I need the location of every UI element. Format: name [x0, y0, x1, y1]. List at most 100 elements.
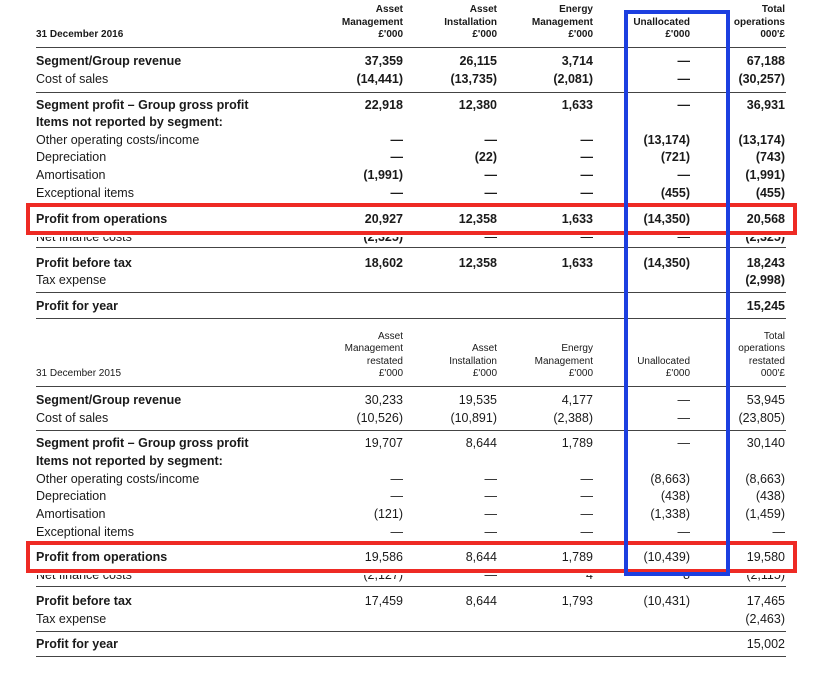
- cell-value: 12,358: [458, 256, 497, 270]
- rule: [36, 47, 786, 48]
- cell-value: (14,350): [643, 212, 690, 226]
- row-label: Cost of sales: [36, 72, 109, 86]
- column-header: Installation: [444, 16, 497, 28]
- cell-value: (2,998): [745, 273, 785, 287]
- rule: [36, 631, 786, 632]
- row-label: Tax expense: [36, 273, 107, 287]
- column-header: £'000: [568, 29, 593, 40]
- cell-value: —: [580, 168, 594, 182]
- cell-value: —: [677, 525, 691, 539]
- column-header: £'000: [378, 29, 403, 40]
- rule: [36, 656, 786, 657]
- cell-value: (743): [755, 150, 785, 164]
- cell-value: 30,140: [746, 436, 785, 450]
- cell-value: —: [484, 507, 498, 521]
- cell-value: —: [580, 525, 594, 539]
- cell-value: —: [484, 472, 498, 486]
- row-label: Amortisation: [36, 507, 106, 521]
- cell-value: (2,388): [553, 411, 593, 425]
- column-header: £'000: [472, 29, 497, 40]
- row-label: Exceptional items: [36, 186, 134, 200]
- row-label: Profit before tax: [36, 256, 132, 270]
- column-header: Energy: [559, 4, 593, 15]
- column-header: £'000: [665, 368, 690, 379]
- cell-value: —: [580, 489, 594, 503]
- cell-value: —: [390, 133, 404, 147]
- highlight-box: [26, 203, 797, 235]
- cell-value: 19,580: [746, 550, 785, 564]
- cell-value: 19,586: [364, 550, 403, 564]
- row-label: Segment profit – Group gross profit: [36, 98, 249, 112]
- cell-value: —: [484, 186, 498, 200]
- cell-value: 18,602: [364, 256, 403, 270]
- cell-value: —: [390, 186, 404, 200]
- cell-value: (721): [660, 150, 690, 164]
- column-header: operations: [738, 343, 785, 354]
- cell-value: —: [390, 489, 404, 503]
- column-header: £'000: [568, 368, 593, 379]
- cell-value: —: [772, 525, 786, 539]
- rule: [36, 92, 786, 93]
- column-header: operations: [733, 16, 785, 28]
- cell-value: (455): [660, 186, 690, 200]
- cell-value: 4: [586, 568, 593, 582]
- column-header: Total: [761, 4, 785, 15]
- cell-value: (8,663): [745, 472, 785, 486]
- highlight-box: [26, 541, 797, 573]
- column-header: restated: [366, 355, 403, 367]
- cell-value: 1,633: [561, 256, 593, 270]
- cell-value: (14,350): [643, 256, 690, 270]
- row-label: Items not reported by segment:: [36, 115, 223, 129]
- cell-value: —: [580, 133, 594, 147]
- row-label: Profit for year: [36, 637, 118, 651]
- row-label: Items not reported by segment:: [36, 454, 223, 468]
- rule: [36, 586, 786, 587]
- column-header: Management: [341, 16, 403, 28]
- cell-value: 1,633: [561, 98, 593, 112]
- cell-value: (1,991): [363, 168, 403, 182]
- rule: [36, 318, 786, 319]
- cell-value: 30,233: [364, 393, 403, 407]
- rule: [36, 386, 786, 387]
- cell-value: —: [390, 150, 404, 164]
- cell-value: 17,465: [746, 594, 785, 608]
- column-header: Asset: [375, 4, 403, 15]
- cell-value: (8,663): [650, 472, 690, 486]
- column-header: £'000: [760, 368, 785, 379]
- row-label: Tax expense: [36, 612, 107, 626]
- cell-value: —: [484, 489, 498, 503]
- cell-value: (455): [755, 186, 785, 200]
- cell-value: 1,633: [561, 212, 593, 226]
- cell-value: (1,459): [745, 507, 785, 521]
- cell-value: —: [677, 98, 691, 112]
- row-label: Profit before tax: [36, 594, 132, 608]
- column-header: Unallocated: [633, 16, 690, 28]
- column-header: Asset: [469, 4, 497, 15]
- period-label: 31 December 2015: [36, 368, 122, 379]
- cell-value: 67,188: [746, 54, 785, 68]
- cell-value: (10,526): [356, 411, 403, 425]
- cell-value: (14,441): [356, 72, 403, 86]
- column-header: Management: [531, 16, 593, 28]
- cell-value: (13,174): [643, 133, 690, 147]
- rule: [36, 430, 786, 431]
- period-label: 31 December 2016: [36, 29, 124, 40]
- column-header: Asset: [377, 330, 403, 342]
- cell-value: (30,257): [738, 72, 785, 86]
- cell-value: (22): [474, 150, 497, 164]
- row-label: Cost of sales: [36, 411, 109, 425]
- cell-value: —: [677, 436, 691, 450]
- cell-value: 1,789: [561, 436, 593, 450]
- column-header: £'000: [665, 29, 690, 40]
- row-label: Segment profit – Group gross profit: [36, 436, 249, 450]
- cell-value: 1,793: [561, 594, 593, 608]
- cell-value: —: [484, 168, 498, 182]
- cell-value: —: [580, 150, 594, 164]
- cell-value: —: [580, 507, 594, 521]
- row-label: Amortisation: [36, 168, 106, 182]
- row-label: Exceptional items: [36, 525, 134, 539]
- cell-value: 8,644: [465, 436, 497, 450]
- cell-value: (2,081): [553, 72, 593, 86]
- cell-value: (13,735): [450, 72, 497, 86]
- cell-value: —: [677, 54, 691, 68]
